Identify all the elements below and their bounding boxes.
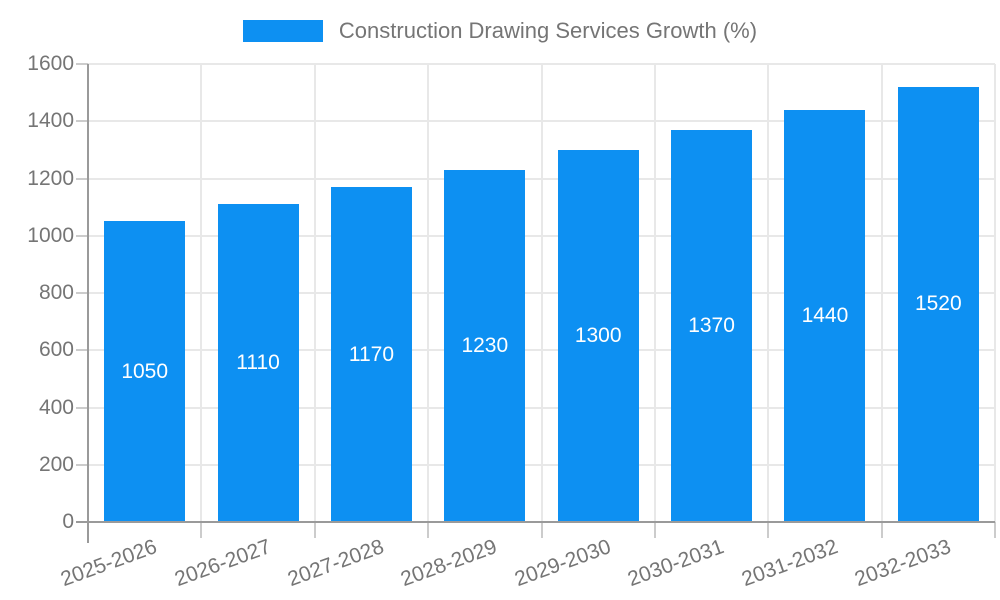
x-tick-label: 2032-2033	[851, 535, 954, 592]
gridline-vertical	[313, 64, 316, 522]
y-tick-label: 1000	[27, 223, 74, 247]
x-tick-mark	[540, 522, 543, 538]
bar-value-label: 1170	[348, 342, 395, 366]
x-tick-mark	[994, 522, 996, 538]
x-tick-mark	[767, 522, 770, 538]
bar-2027-2028[interactable]	[330, 187, 412, 522]
x-tick-label: 2031-2032	[738, 535, 841, 592]
bar-2030-2031[interactable]	[671, 129, 753, 522]
bar-value-label: 1050	[121, 359, 169, 383]
gridline-vertical	[767, 64, 770, 522]
x-tick-label: 2030-2031	[624, 535, 728, 592]
gridline-vertical	[540, 64, 543, 522]
bar-value-label: 1300	[574, 323, 622, 347]
gridline-vertical	[880, 64, 883, 522]
bar-value-label: 1370	[688, 313, 735, 337]
y-tick-label: 1400	[27, 109, 74, 133]
x-tick-label: 2025-2026	[57, 535, 161, 592]
y-tick-label: 400	[38, 395, 74, 419]
x-tick-mark	[880, 522, 883, 538]
bar-2026-2027[interactable]	[217, 204, 299, 522]
x-axis-line	[88, 521, 995, 523]
gridline-vertical	[653, 64, 656, 522]
bar-value-label: 1440	[801, 303, 849, 327]
plot-area: 1050 1110 1170 1230 1300 1370 1440 1520	[87, 63, 996, 543]
y-tick-label: 200	[38, 452, 74, 476]
x-tick-label: 2026-2027	[171, 535, 274, 592]
bar-value-label: 1520	[914, 292, 962, 316]
x-tick-label: 2029-2030	[511, 535, 614, 592]
y-tick-label: 800	[38, 281, 74, 304]
x-tick-mark	[653, 522, 656, 538]
y-tick-label: 1200	[27, 166, 74, 190]
bar-value-label: 1230	[461, 333, 509, 357]
legend-label: Construction Drawing Services Growth (%)	[338, 18, 758, 43]
legend[interactable]: Construction Drawing Services Growth (%)	[0, 18, 1000, 44]
gridline-vertical	[427, 64, 430, 522]
bar-2028-2029[interactable]	[444, 169, 526, 522]
legend-swatch	[242, 20, 323, 42]
gridline-vertical	[994, 64, 996, 522]
x-tick-label: 2027-2028	[284, 535, 387, 592]
x-tick-label: 2028-2029	[398, 535, 501, 592]
y-tick-label: 1600	[27, 52, 74, 75]
y-tick-label: 600	[38, 338, 74, 362]
bar-2029-2030[interactable]	[557, 149, 639, 522]
x-tick-mark	[200, 522, 203, 538]
y-tick-label: 0	[62, 510, 74, 533]
bar-2025-2026[interactable]	[104, 221, 186, 522]
gridline-vertical	[200, 64, 203, 522]
bar-2031-2032[interactable]	[784, 109, 866, 522]
x-tick-mark	[427, 522, 430, 538]
bar-2032-2033[interactable]	[897, 86, 979, 522]
y-axis-line	[87, 64, 89, 543]
bar-value-label: 1110	[236, 351, 280, 375]
x-tick-mark	[313, 522, 316, 538]
